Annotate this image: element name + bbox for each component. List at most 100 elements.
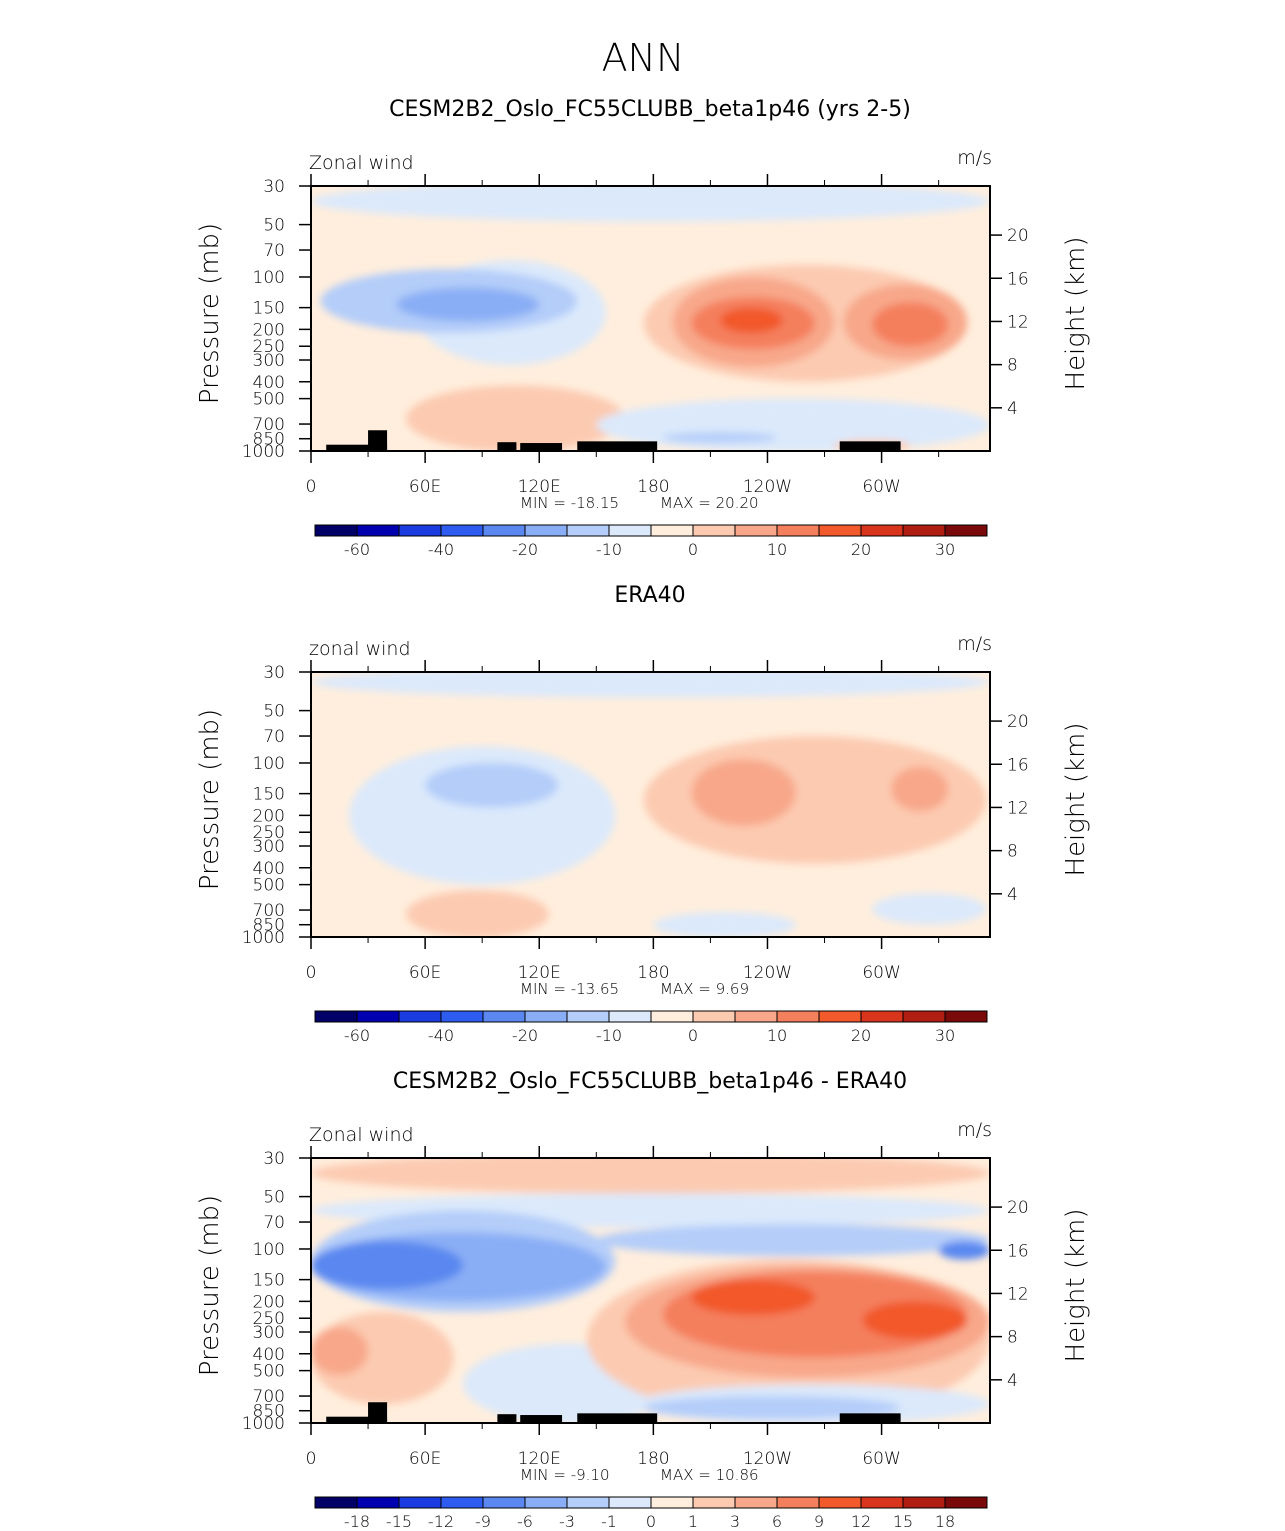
colorbar-label: 20 xyxy=(851,1026,871,1045)
land-mask xyxy=(577,441,658,451)
plot-frame xyxy=(310,185,991,452)
y-tick-label: 100 xyxy=(253,268,285,288)
contour-region xyxy=(653,912,796,937)
land-mask xyxy=(497,1414,517,1423)
contour-region xyxy=(396,287,540,322)
colorbar-swatch xyxy=(944,524,988,537)
min-value: MIN = -13.65 xyxy=(520,980,619,998)
colorbar-label: -10 xyxy=(596,540,622,559)
colorbar-swatch xyxy=(776,1010,820,1023)
x-tick-label: 180 xyxy=(637,477,669,497)
y2-tick-label: 12 xyxy=(1007,1284,1029,1304)
min-value: MIN = -18.15 xyxy=(520,494,619,512)
variable-label: zonal wind xyxy=(309,638,411,660)
colorbar-swatch xyxy=(818,1010,862,1023)
y-tick-label: 70 xyxy=(263,727,285,747)
colorbar-label: -60 xyxy=(344,540,370,559)
colorbar-swatch xyxy=(440,1010,484,1023)
x-tick-label: 180 xyxy=(637,963,669,983)
colorbar-swatch xyxy=(314,1496,358,1509)
colorbar-label: -40 xyxy=(428,540,454,559)
colorbar-label: -15 xyxy=(386,1512,412,1531)
colorbar-swatch xyxy=(902,524,946,537)
y2-tick-label: 4 xyxy=(1007,399,1018,419)
contour-area xyxy=(311,186,990,451)
land-mask xyxy=(368,430,388,451)
land-mask xyxy=(520,443,563,451)
plot-frame xyxy=(310,671,991,938)
y-tick-label: 50 xyxy=(263,702,285,722)
colorbar-label: -18 xyxy=(344,1512,370,1531)
colorbar-swatch xyxy=(776,524,820,537)
y2-axis-title: Height (km) xyxy=(1061,1209,1091,1363)
x-tick-label: 60E xyxy=(409,963,441,983)
colorbar-label: 0 xyxy=(688,540,698,559)
x-tick-label: 0 xyxy=(306,963,317,983)
y-tick-label: 500 xyxy=(253,390,285,410)
colorbar-swatch xyxy=(524,1496,568,1509)
y-tick-label: 100 xyxy=(253,754,285,774)
colorbar-label: 30 xyxy=(935,1026,955,1045)
colorbar-swatch xyxy=(524,1010,568,1023)
colorbar-label: -12 xyxy=(428,1512,454,1531)
x-tick-label: 0 xyxy=(306,1449,317,1469)
contour-region xyxy=(311,1241,464,1290)
contour-region xyxy=(643,1396,901,1420)
colorbar-label: -3 xyxy=(559,1512,575,1531)
colorbar-swatch xyxy=(650,1010,694,1023)
colorbar: -60 -40 -20 -10 0 10 20 30 xyxy=(314,1010,988,1045)
x-tick-label: 60W xyxy=(862,1449,900,1469)
x-tick-label: 60W xyxy=(862,963,900,983)
colorbar-swatch xyxy=(398,1496,442,1509)
contour-region xyxy=(311,186,990,222)
x-tick-label: 60W xyxy=(862,477,900,497)
y-tick-label: 500 xyxy=(253,1362,285,1382)
y-tick-label: 250 xyxy=(253,337,285,357)
colorbar-swatch xyxy=(944,1496,988,1509)
colorbar-swatch xyxy=(818,524,862,537)
colorbar-swatch xyxy=(524,524,568,537)
y-tick-label: 1000 xyxy=(242,442,285,462)
x-tick-label: 120E xyxy=(518,477,561,497)
y-tick-label: 200 xyxy=(253,1292,285,1312)
y-tick-label: 300 xyxy=(253,837,285,857)
contour-area xyxy=(311,672,990,937)
colorbar-label: 18 xyxy=(935,1512,955,1531)
y2-tick-label: 8 xyxy=(1007,356,1018,376)
panel-1: CESM2B2_Oslo_FC55CLUBB_beta1p46 (yrs 2-5… xyxy=(195,97,1091,559)
colorbar-swatch xyxy=(440,1496,484,1509)
land-mask xyxy=(326,1416,388,1423)
colorbar-swatch xyxy=(860,524,904,537)
colorbar-label: 12 xyxy=(851,1512,871,1531)
colorbar-swatch xyxy=(314,1010,358,1023)
contour-area xyxy=(311,1158,990,1423)
colorbar-label: -40 xyxy=(428,1026,454,1045)
contour-region xyxy=(938,1241,990,1260)
variable-label: Zonal wind xyxy=(309,152,414,174)
colorbar-label: -6 xyxy=(517,1512,533,1531)
colorbar-label: -20 xyxy=(512,540,538,559)
y-tick-label: 30 xyxy=(263,177,285,197)
figure-title: ANN xyxy=(602,36,685,80)
y-tick-label: 50 xyxy=(263,1188,285,1208)
colorbar-swatch xyxy=(818,1496,862,1509)
contour-region xyxy=(872,893,987,925)
contour-region xyxy=(406,385,625,451)
x-tick-label: 120W xyxy=(743,477,792,497)
colorbar-label: 15 xyxy=(893,1512,913,1531)
contour-region xyxy=(719,307,783,334)
colorbar-swatch xyxy=(860,1496,904,1509)
y-tick-label: 1000 xyxy=(242,928,285,948)
y-tick-label: 700 xyxy=(253,901,285,921)
colorbar-swatch xyxy=(314,524,358,537)
y-tick-label: 700 xyxy=(253,415,285,435)
y2-axis-title: Height (km) xyxy=(1061,237,1091,391)
contour-region xyxy=(891,766,949,812)
colorbar-swatch xyxy=(566,1010,610,1023)
colorbar-swatch xyxy=(734,1496,778,1509)
y-tick-label: 150 xyxy=(253,299,285,319)
colorbar-swatch xyxy=(482,1496,526,1509)
contour-region xyxy=(311,1158,990,1194)
colorbar-swatch xyxy=(440,524,484,537)
